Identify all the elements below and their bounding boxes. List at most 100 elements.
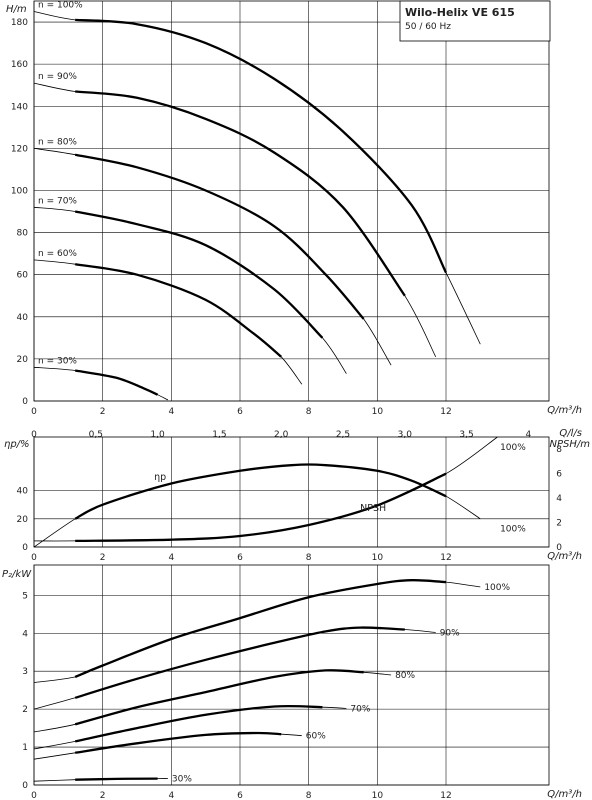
y-tick-label: 0 <box>22 543 28 553</box>
series-label: 80% <box>395 671 415 681</box>
x2-tick-label: 3,0 <box>398 430 413 440</box>
curve-operating-range <box>75 472 447 543</box>
curve-thin <box>33 148 392 366</box>
y-tick-label: 20 <box>17 355 29 365</box>
curve-end-label: 100% <box>500 525 526 535</box>
curve-operating-range <box>75 777 158 781</box>
series-label: n = 60% <box>38 249 77 259</box>
x-tick-label: 4 <box>168 407 174 417</box>
series-label: ηp <box>154 472 166 483</box>
x2-tick-label: 0,5 <box>89 430 103 440</box>
curve-operating-range <box>75 263 282 358</box>
series-label: 90% <box>440 629 460 639</box>
x2-tick-label: 1,0 <box>150 430 165 440</box>
x2-tick-label: 0 <box>31 430 37 440</box>
x-tick-label: 6 <box>237 553 243 563</box>
x-tick-label: 2 <box>100 791 106 800</box>
x-tick-label: 10 <box>372 407 384 417</box>
y-tick-label: 0 <box>22 781 28 791</box>
y-tick-label: 80 <box>17 229 29 239</box>
series-label: n = 30% <box>38 356 77 366</box>
series-label: n = 90% <box>38 72 77 82</box>
x2-tick-label: 3,5 <box>459 430 473 440</box>
plot-frame <box>33 436 550 548</box>
x2-tick-label: 1,5 <box>212 430 226 440</box>
series-label: 100% <box>484 583 510 593</box>
series-label: n = 80% <box>38 137 77 147</box>
y-tick-label: 140 <box>11 102 28 112</box>
curve-operating-range <box>74 210 324 339</box>
x-tick-label: 0 <box>31 407 37 417</box>
y-tick-label: 2 <box>22 705 28 715</box>
x-tick-label: 6 <box>237 791 243 800</box>
curve-thin <box>33 366 169 401</box>
y-tick-label: 120 <box>11 144 28 154</box>
curve-thin <box>33 669 392 733</box>
plot-frame <box>33 0 550 402</box>
y-tick-label: 180 <box>11 18 28 28</box>
x-tick-label: 10 <box>372 791 384 800</box>
curve-operating-range <box>75 18 448 274</box>
x-tick-label: 8 <box>306 407 312 417</box>
y-tick-label: 60 <box>17 271 29 281</box>
y-tick-label: 100 <box>11 186 28 196</box>
x-axis-title: Q/m³/h <box>547 551 582 562</box>
x2-tick-label: 4 <box>526 430 532 440</box>
x-tick-label: 12 <box>440 553 451 563</box>
x-tick-label: 8 <box>306 553 312 563</box>
curve-operating-range <box>75 369 159 396</box>
curve-thin <box>33 436 498 542</box>
series-label: 30% <box>172 775 192 785</box>
y-tick-label: 40 <box>17 313 29 323</box>
y-tick-label: 20 <box>17 515 29 525</box>
chart-subtitle: 50 / 60 Hz <box>405 22 451 32</box>
title-box: Wilo-Helix VE 615 50 / 60 Hz <box>399 0 551 42</box>
plot-frame <box>33 564 550 786</box>
curve-operating-range <box>74 669 364 726</box>
chart-title: Wilo-Helix VE 615 <box>405 6 515 19</box>
y-tick-label: 40 <box>17 487 29 497</box>
y-axis-title: P₂/kW <box>2 569 32 580</box>
curve-operating-range <box>75 731 282 754</box>
curve-thin <box>33 11 481 345</box>
series-label: NPSH <box>360 503 386 514</box>
x-tick-label: 6 <box>237 407 243 417</box>
y2-tick-label: 0 <box>556 543 562 553</box>
y2-tick-label: 8 <box>556 445 562 455</box>
x2-tick-label: 2,5 <box>336 430 350 440</box>
y2-tick-label: 6 <box>556 470 562 480</box>
x-axis-title: Q/m³/h <box>547 789 582 800</box>
curve-operating-range <box>74 704 323 743</box>
x-tick-label: 4 <box>168 553 174 563</box>
curve-operating-range <box>74 153 365 320</box>
curve-end-label: 100% <box>500 443 526 453</box>
y2-axis-title: NPSH/m <box>550 439 591 450</box>
x-tick-label: 0 <box>31 791 37 800</box>
curve-thin <box>33 705 347 750</box>
series-label: 60% <box>306 732 326 742</box>
curve-operating-range <box>74 579 447 678</box>
x2-tick-label: 2,0 <box>274 430 289 440</box>
x-tick-label: 4 <box>168 791 174 800</box>
y2-tick-label: 2 <box>556 519 562 529</box>
curve-operating-range <box>75 90 406 297</box>
x2-axis-title: Q/l/s <box>559 428 582 439</box>
curve-operating-range <box>74 626 405 699</box>
curve-thin <box>33 206 347 374</box>
x-tick-label: 10 <box>372 553 384 563</box>
series-label: n = 100% <box>38 1 83 11</box>
y-axis-title: H/m <box>6 4 27 15</box>
x-tick-label: 8 <box>306 791 312 800</box>
x-tick-label: 2 <box>100 407 106 417</box>
curve-thin <box>33 82 437 357</box>
efficiency-npsh-panel: 0 2 4 6 8 10 12 0 20 40 0 2 4 6 8 ηp/% NPSH/m Q/m³/h ηp NPS… <box>4 436 591 563</box>
y2-tick-label: 4 <box>556 494 562 504</box>
power-panel: 0 2 4 6 8 10 12012345P₂/kWQ/m³/h100%90%80%70%6… <box>2 564 582 800</box>
curve-thin <box>33 732 302 760</box>
y-tick-label: 4 <box>22 629 28 639</box>
y-tick-label: 3 <box>22 667 28 677</box>
series-label: 70% <box>350 704 370 714</box>
y-axis-title: ηp/% <box>4 439 30 450</box>
